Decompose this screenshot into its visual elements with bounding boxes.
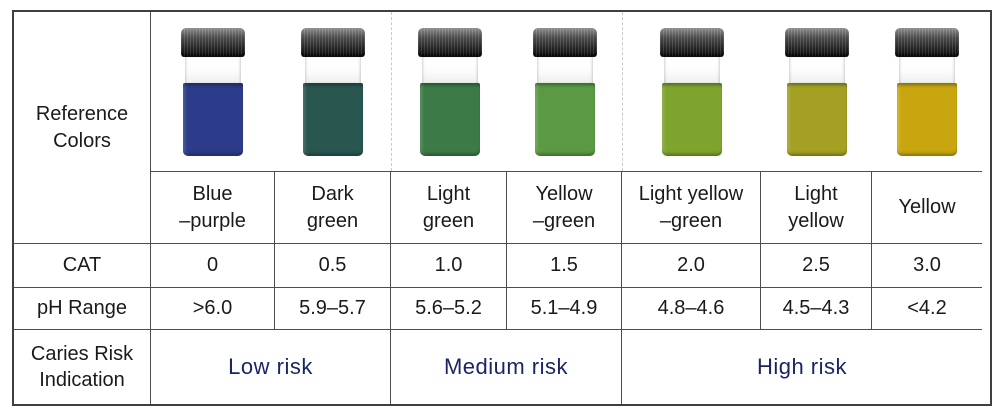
vial-liquid-swatch <box>534 82 595 156</box>
cat-row-header: CAT <box>14 244 151 288</box>
vial-icon <box>895 27 959 156</box>
risk-group-medium: Medium risk <box>391 330 622 404</box>
cat-value-cell: 1.5 <box>507 244 622 288</box>
color-name-cell: Dark green <box>275 172 391 244</box>
cat-value-cell: 0 <box>151 244 275 288</box>
vial-cell-light-yellow-green <box>622 12 761 171</box>
vial-liquid-swatch <box>897 82 957 156</box>
cat-value-cell: 3.0 <box>872 244 982 288</box>
vial-neck <box>899 56 955 83</box>
vial-neck <box>536 56 593 83</box>
vial-icon <box>784 27 849 156</box>
color-name-cell: Light yellow –green <box>622 172 761 244</box>
vial-icon <box>532 27 597 156</box>
cat-value-cell: 0.5 <box>275 244 391 288</box>
ph-range-cell: >6.0 <box>151 288 275 330</box>
vial-cap-icon <box>301 27 365 57</box>
color-name-cell: Blue –purple <box>151 172 275 244</box>
vial-liquid-swatch <box>303 82 363 156</box>
risk-group-high: High risk <box>756 354 848 380</box>
color-name-cell: Yellow –green <box>507 172 622 244</box>
vial-icon <box>301 27 365 156</box>
ph-range-cell: 5.9–5.7 <box>275 288 391 330</box>
vial-cell-yellow-green <box>507 12 622 171</box>
vial-cell-yellow <box>872 12 982 171</box>
cat-value-cell: 2.0 <box>622 244 761 288</box>
vial-icon <box>181 27 245 156</box>
color-name-cell: Light green <box>391 172 507 244</box>
color-name-cell: Light yellow <box>761 172 872 244</box>
vial-neck <box>788 56 845 83</box>
vial-icon <box>417 27 482 156</box>
ph-range-cell: 5.1–4.9 <box>507 288 622 330</box>
vial-icon <box>660 27 724 156</box>
vial-cap-icon <box>660 27 724 57</box>
vial-neck <box>421 56 478 83</box>
vial-neck <box>664 56 720 83</box>
vial-cell-light-yellow <box>761 12 872 171</box>
vial-cell-dark-green <box>275 12 391 171</box>
vial-cap-icon <box>784 27 849 57</box>
reference-vials-strip <box>151 12 982 172</box>
risk-group-low: Low risk <box>151 330 391 404</box>
vial-neck <box>185 56 241 83</box>
caries-risk-row-header: Caries Risk Indication <box>14 330 151 404</box>
ph-range-cell: 4.5–4.3 <box>761 288 872 330</box>
vial-cell-light-green <box>391 12 507 171</box>
ph-range-cell: 5.6–5.2 <box>391 288 507 330</box>
ph-range-cell: 4.8–4.6 <box>622 288 761 330</box>
vial-liquid-swatch <box>183 82 243 156</box>
reference-color-table: Reference Colors <box>12 10 992 406</box>
vial-liquid-swatch <box>419 82 480 156</box>
vial-cap-icon <box>895 27 959 57</box>
vial-liquid-swatch <box>662 82 722 156</box>
vial-cell-blue-purple <box>151 12 275 171</box>
ph-range-cell: <4.2 <box>872 288 982 330</box>
color-name-cell: Yellow <box>872 172 982 244</box>
vial-neck <box>305 56 361 83</box>
cat-value-cell: 2.5 <box>761 244 872 288</box>
vial-cap-icon <box>417 27 482 57</box>
cat-value-cell: 1.0 <box>391 244 507 288</box>
vial-liquid-swatch <box>786 82 847 156</box>
ph-range-row-header: pH Range <box>14 288 151 330</box>
reference-colors-header: Reference Colors <box>14 12 151 244</box>
vial-cap-icon <box>181 27 245 57</box>
vial-cap-icon <box>532 27 597 57</box>
